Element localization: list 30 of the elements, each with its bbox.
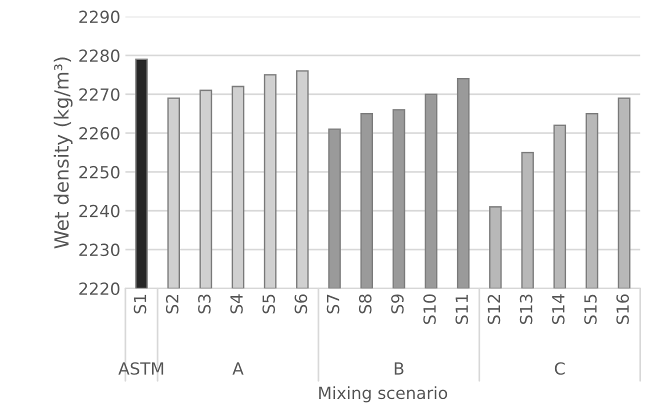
text: C [554,362,565,375]
y-tick-label: 2230 [79,244,120,256]
x-tick-label: S5 [262,294,276,314]
x-tick-label: S13 [520,294,532,324]
x-tick-label: S4 [230,294,243,314]
x-tick-label: S2 [166,294,178,314]
x-tick-label: S8 [358,294,372,314]
y-tick-label: 2260 [79,127,120,140]
x-tick-label: S7 [326,294,340,314]
x-tick-label: S9 [391,294,404,314]
y-tick-label: 2220 [79,282,120,295]
y-tick-label: 2280 [79,49,120,62]
text: A [232,362,244,375]
text: B [394,362,404,375]
y-tick-label: 2290 [79,10,120,24]
x-tick-label: S16 [616,294,629,324]
y-tick-label: 2250 [79,166,120,178]
x-tick-label: S11 [455,294,468,324]
x-tick-label: S14 [552,294,565,324]
x-tick-label: S1 [134,294,146,314]
x-tick-label: S6 [294,294,308,314]
y-axis-title: Wet density (kg/m³) [54,57,73,249]
x-tick-label: S12 [488,294,500,324]
x-tick-label: S10 [423,294,436,324]
x-axis-title: Mixing scenario [319,386,448,402]
y-tick-label: 2240 [79,204,120,218]
x-tick-label: S15 [584,294,597,324]
x-tick-label: S3 [198,294,211,314]
text: ASTM [118,362,164,375]
y-tick-label: 2270 [79,88,120,101]
